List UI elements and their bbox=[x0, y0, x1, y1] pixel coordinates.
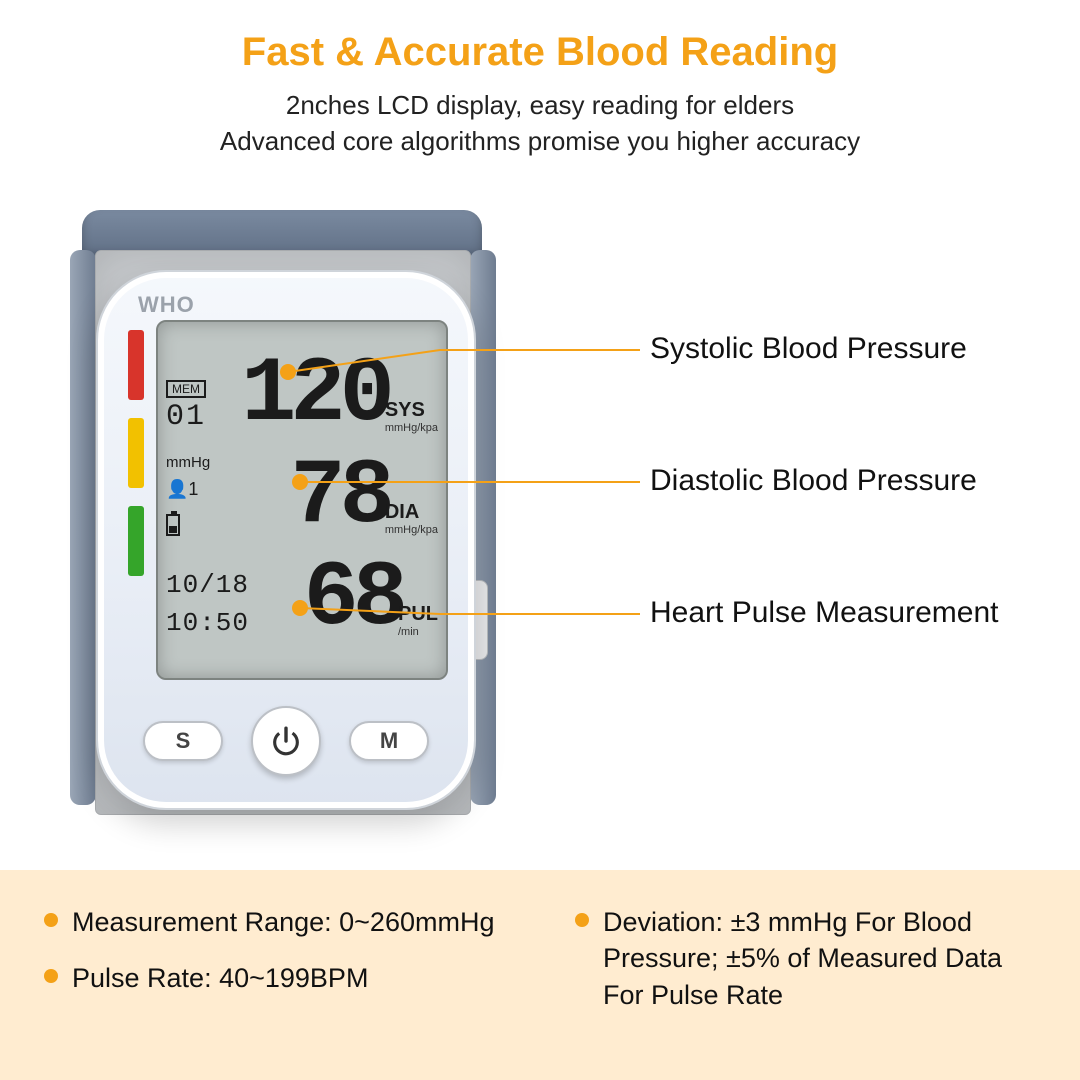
who-segment-green bbox=[128, 506, 144, 576]
spec-measure-range: Measurement Range: 0~260mmHg bbox=[72, 904, 494, 940]
device-buttons: S M bbox=[98, 706, 474, 776]
power-icon bbox=[269, 724, 303, 758]
specs-col-right: Deviation: ±3 mmHg For Blood Pressure; ±… bbox=[575, 904, 1036, 1046]
time-value: 10:50 bbox=[166, 608, 249, 638]
bp-monitor-device: WHO MEM 01 120 SYS mmHg/kpa bbox=[96, 270, 476, 810]
mem-number: 01 bbox=[166, 400, 206, 434]
pul-label: PUL bbox=[398, 603, 438, 626]
bullet-icon bbox=[575, 913, 589, 927]
mmhg-label: mmHg bbox=[166, 454, 210, 471]
spec-pulse-rate: Pulse Rate: 40~199BPM bbox=[72, 960, 368, 996]
spec-deviation: Deviation: ±3 mmHg For Blood Pressure; ±… bbox=[603, 904, 1036, 1013]
cuff-side-left bbox=[70, 250, 96, 805]
callout-dia: Diastolic Blood Pressure bbox=[650, 464, 977, 498]
dia-label: DIA bbox=[385, 501, 419, 524]
callout-pul: Heart Pulse Measurement bbox=[650, 596, 999, 630]
subtitle-2: Advanced core algorithms promise you hig… bbox=[0, 126, 1080, 157]
who-segment-yellow bbox=[128, 418, 144, 488]
page-title: Fast & Accurate Blood Reading bbox=[0, 30, 1080, 75]
callout-sys: Systolic Blood Pressure bbox=[650, 332, 967, 366]
who-label: WHO bbox=[138, 292, 195, 318]
bullet-icon bbox=[44, 969, 58, 983]
who-segment-red bbox=[128, 330, 144, 400]
specs-col-left: Measurement Range: 0~260mmHg Pulse Rate:… bbox=[44, 904, 505, 1046]
dia-value: 78 bbox=[290, 458, 388, 536]
power-button[interactable] bbox=[251, 706, 321, 776]
subtitle-1: 2nches LCD display, easy reading for eld… bbox=[0, 90, 1080, 121]
dia-unit: mmHg/kpa bbox=[385, 524, 438, 536]
infographic-stage: Fast & Accurate Blood Reading 2nches LCD… bbox=[0, 0, 1080, 1080]
specs-footer: Measurement Range: 0~260mmHg Pulse Rate:… bbox=[0, 870, 1080, 1080]
sys-label: SYS bbox=[385, 399, 425, 422]
mem-indicator: MEM bbox=[166, 380, 206, 398]
m-button[interactable]: M bbox=[349, 721, 429, 761]
pul-unit: /min bbox=[398, 626, 419, 638]
date-value: 10/18 bbox=[166, 570, 249, 600]
sys-unit: mmHg/kpa bbox=[385, 422, 438, 434]
user-indicator: 👤1 bbox=[166, 479, 210, 500]
lcd-screen: MEM 01 120 SYS mmHg/kpa mmHg 👤1 bbox=[156, 320, 448, 680]
pul-value: 68 bbox=[304, 560, 402, 638]
bullet-icon bbox=[44, 913, 58, 927]
sys-value: 120 bbox=[241, 356, 389, 434]
s-button[interactable]: S bbox=[143, 721, 223, 761]
battery-icon bbox=[166, 514, 180, 536]
who-scale bbox=[128, 330, 144, 576]
